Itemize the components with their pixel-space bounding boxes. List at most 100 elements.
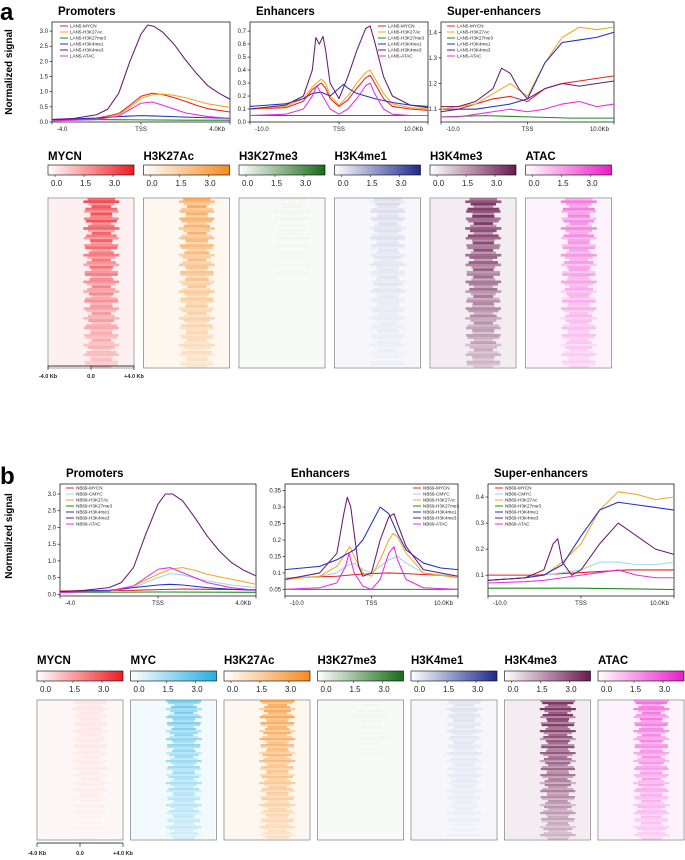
heatmap-band (266, 720, 288, 723)
heatmap-band (179, 334, 215, 337)
heatmap-band (544, 710, 572, 713)
heatmap-band (263, 710, 291, 713)
heatmap-band (178, 343, 215, 347)
y-tick-label: 0.25 (269, 522, 281, 528)
y-tick-label: 1.4 (429, 30, 438, 36)
heatmap-band (568, 241, 590, 245)
heatmap-band (370, 307, 406, 310)
heatmap-band (90, 212, 113, 216)
heatmap-band (451, 762, 477, 765)
y-tick-label: 1.5 (48, 542, 57, 548)
heatmap-band (540, 722, 575, 725)
heatmap-band (369, 317, 406, 320)
heatmap-band (181, 219, 213, 223)
heatmap-band (171, 824, 196, 827)
legend-entry: NB69-CMYC (76, 492, 103, 497)
heatmap-band (473, 348, 493, 352)
heatmap-band (265, 836, 290, 839)
heatmap-band (265, 718, 289, 721)
heatmap-band (465, 236, 501, 240)
heatmap-band (167, 766, 200, 769)
heatmap-band (168, 714, 199, 717)
series-line-lan5-atac (51, 101, 231, 122)
series-line-nb69-cmyc (487, 561, 675, 581)
heatmap-band (451, 784, 478, 787)
legend-entry: NB69-H3K27me3 (505, 504, 541, 509)
heatmap-band (454, 748, 475, 751)
heatmap-band (561, 334, 597, 337)
heatmap-band (565, 229, 593, 233)
heatmap-band (264, 728, 290, 731)
legend-entry: NB69-H3K27Ac (423, 498, 456, 503)
heatmap-band (465, 280, 502, 284)
heatmap-band (166, 812, 202, 815)
colorbar-title: H3K4me3 (505, 655, 557, 667)
heatmap-band (635, 724, 668, 727)
heatmap-band (562, 246, 595, 250)
heatmap-group: MYCN 0.0 1.5 3.0 -4.0 Kb 0.0 +4.0 Kb H3K27Ac 0.0… (39, 151, 612, 380)
heatmap-band (465, 253, 502, 257)
heatmap-band (568, 275, 589, 279)
heatmap-band (78, 718, 102, 721)
y-tick-label: 1.0 (40, 90, 49, 96)
heatmap-band (465, 227, 502, 230)
heatmap-band (179, 217, 215, 221)
heatmap-band (90, 331, 113, 335)
heatmap-band (263, 758, 292, 761)
heatmap-band (76, 710, 104, 713)
heatmap-band (637, 710, 665, 713)
heatmap-band (561, 210, 597, 213)
series-line-lan5-h3k4me3 (51, 24, 231, 121)
heatmap-band (185, 355, 209, 359)
heatmap-band (453, 770, 475, 773)
series-line-lan5-h3k4me3 (441, 67, 615, 108)
heatmap-band (567, 215, 590, 218)
heatmap-band (470, 292, 496, 296)
heatmap-band (167, 798, 200, 801)
heatmap-band (446, 716, 482, 719)
heatmap-band (565, 314, 593, 318)
heatmap-band (567, 331, 590, 335)
legend: NB69-MYCNNB69-CMYCNB69-H3K27AcNB69-H3K27… (66, 486, 112, 527)
heatmap-band (473, 338, 494, 342)
heatmap-band (638, 802, 664, 805)
heatmap-band (79, 772, 102, 775)
heatmap-band (372, 234, 404, 238)
legend-entry: NB69-ATAC (505, 522, 530, 527)
heatmap-band (259, 812, 296, 815)
heatmap-band (453, 720, 475, 723)
colorbar-title: H3K27me3 (318, 655, 377, 667)
heatmap-band (90, 358, 112, 361)
heatmap-frame (597, 699, 685, 841)
heatmap-group: MYCN 0.0 1.5 3.0 -4.0 Kb 0.0 +4.0 Kb MYC 0.0 1.5 3… (28, 655, 685, 857)
heatmap-band (261, 702, 293, 705)
heatmap-band (184, 251, 210, 255)
heatmap-band (85, 324, 117, 327)
heatmap-x-tick-label: -4.0 Kb (28, 851, 47, 857)
heatmap-band (187, 338, 207, 342)
heatmap-band (84, 273, 118, 276)
heatmap-band (543, 754, 573, 757)
heatmap-band (450, 758, 479, 761)
colorbar-tick-label: 0.0 (40, 685, 52, 694)
heatmap-band (173, 726, 194, 729)
heatmap-column-mycn: MYCN 0.0 1.5 3.0 -4.0 Kb 0.0 +4.0 Kb (28, 655, 134, 857)
heatmap-band (560, 343, 597, 347)
heatmap-band (261, 776, 293, 779)
y-axis-label: Normalized signal (4, 29, 15, 115)
heatmap-band (447, 744, 481, 747)
heatmap-band (263, 806, 292, 809)
heatmap-band (539, 782, 576, 785)
colorbar-tick-label: 1.5 (69, 685, 81, 694)
heatmap-band (544, 806, 572, 809)
heatmap-band (88, 224, 115, 228)
heatmap-band (84, 360, 119, 364)
heatmap-band (546, 718, 570, 721)
heatmap-band (83, 326, 119, 330)
heatmap-band (180, 273, 214, 276)
heatmap-band (183, 229, 211, 233)
heatmap-band (187, 285, 207, 289)
heatmap-band (569, 338, 589, 342)
legend-entry: LAN5-H3K4me3 (70, 48, 104, 53)
heatmap-column-h3k4me3: H3K4me3 0.0 1.5 3.0 (504, 655, 591, 841)
